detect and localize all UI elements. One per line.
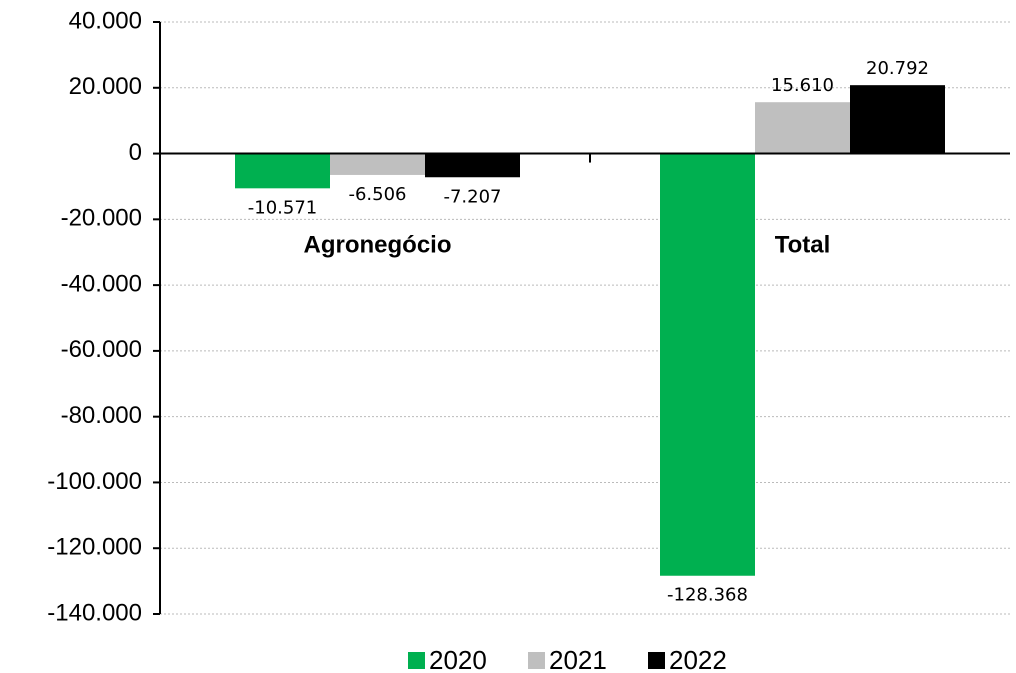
bar [755,102,850,154]
value-label: -6.506 [348,184,406,205]
x-tick-label: Total [775,231,831,258]
y-tick-label: 40.000 [69,7,142,34]
x-tick-label: Agronegócio [304,231,452,258]
legend-swatch [528,652,545,669]
value-label: 20.792 [866,58,929,79]
y-tick-label: 0 [129,139,142,166]
bar [660,153,755,576]
y-tick-label: 20.000 [69,73,142,100]
value-label: -7.207 [443,186,501,207]
bar [850,85,945,154]
legend-label: 2022 [669,645,727,673]
bar [425,153,520,178]
y-tick-label: -100.000 [47,468,142,495]
value-label: 15.610 [771,75,834,96]
bar [235,153,330,189]
value-label: -128.368 [667,585,748,606]
value-label: -10.571 [248,197,317,218]
y-tick-label: -20.000 [61,205,142,232]
y-tick-label: -140.000 [47,599,142,626]
y-tick-label: -60.000 [61,336,142,363]
bar [330,153,425,175]
legend-swatch [408,652,425,669]
y-tick-label: -40.000 [61,270,142,297]
legend-label: 2021 [549,645,607,673]
y-tick-label: -80.000 [61,402,142,429]
legend-label: 2020 [429,645,487,673]
legend-swatch [648,652,665,669]
y-tick-label: -120.000 [47,534,142,561]
